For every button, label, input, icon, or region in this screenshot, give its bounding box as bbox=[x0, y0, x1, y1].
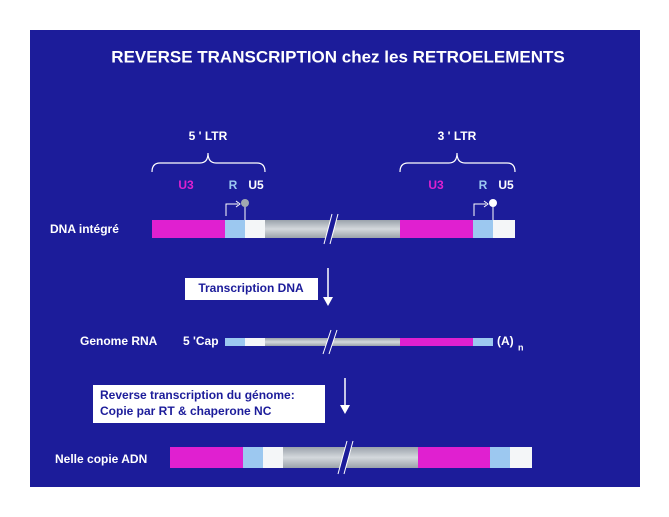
polya-subscript: n bbox=[518, 342, 524, 352]
step-label: Transcription DNA bbox=[198, 281, 304, 295]
row-label: Nelle copie ADN bbox=[55, 452, 147, 466]
row-label: DNA intégré bbox=[50, 222, 119, 236]
brace bbox=[151, 152, 266, 173]
segment-label: U3 bbox=[428, 178, 444, 192]
down-arrow bbox=[323, 268, 333, 306]
copy-bar bbox=[170, 440, 532, 475]
down-arrow bbox=[340, 378, 350, 414]
step-box bbox=[93, 385, 325, 423]
step-label: Reverse transcription du génome: bbox=[100, 388, 295, 402]
step-box bbox=[185, 278, 318, 300]
segment-label: U3 bbox=[178, 178, 194, 192]
row-label: Genome RNA bbox=[80, 334, 158, 348]
title: REVERSE TRANSCRIPTION chez les RETROELEM… bbox=[111, 47, 564, 66]
ltr-label: 3 ' LTR bbox=[438, 129, 477, 143]
dna-bar bbox=[152, 213, 515, 245]
polya-label: (A) bbox=[497, 334, 514, 348]
segment-label: U5 bbox=[248, 178, 264, 192]
promoter-marker bbox=[225, 199, 497, 220]
rna-bar bbox=[225, 329, 493, 355]
brace bbox=[399, 152, 516, 173]
segment-label: R bbox=[479, 178, 488, 192]
segment-label: R bbox=[229, 178, 238, 192]
segment-label: U5 bbox=[498, 178, 514, 192]
step-label: Copie par RT & chaperone NC bbox=[100, 404, 272, 418]
cap-label: 5 'Cap bbox=[183, 334, 219, 348]
ltr-label: 5 ' LTR bbox=[189, 129, 228, 143]
